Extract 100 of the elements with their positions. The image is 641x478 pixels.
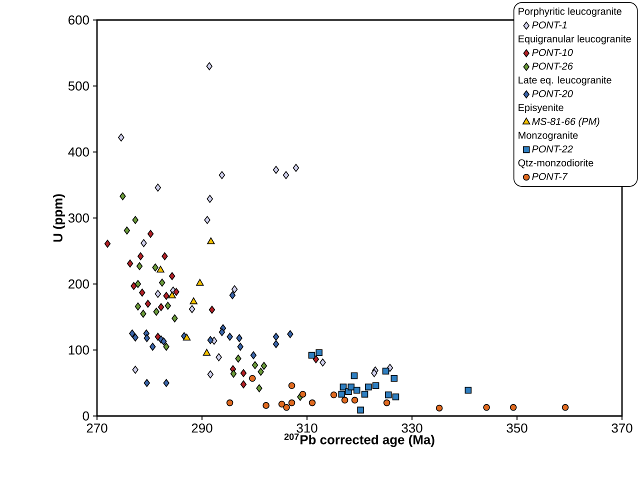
point	[164, 302, 171, 310]
point	[134, 280, 142, 288]
point	[190, 297, 198, 304]
point	[152, 264, 158, 272]
point	[237, 342, 244, 351]
point	[390, 374, 398, 382]
point	[361, 390, 368, 398]
point	[272, 340, 280, 348]
y-tick-label: 500	[68, 81, 89, 91]
point	[130, 282, 137, 290]
point	[562, 404, 569, 411]
point	[382, 368, 390, 375]
point	[132, 366, 138, 374]
point	[299, 390, 306, 398]
point	[436, 404, 443, 412]
point	[137, 252, 144, 260]
point	[292, 164, 300, 172]
y-tick-label: 100	[68, 345, 89, 355]
point	[262, 402, 270, 409]
point	[282, 171, 290, 180]
point	[168, 291, 176, 298]
x-tick-label: 370	[612, 424, 632, 433]
point	[250, 351, 257, 360]
point	[348, 384, 354, 390]
point	[278, 400, 286, 408]
point	[134, 302, 142, 310]
point	[206, 62, 212, 70]
point	[338, 390, 346, 398]
point	[144, 334, 150, 342]
point	[236, 334, 242, 342]
annotation: Qtz-monzodiorite	[518, 159, 594, 168]
point	[258, 368, 264, 376]
point	[160, 337, 167, 346]
x-tick-label: 270	[86, 424, 108, 433]
legend-label: PONT-1	[532, 21, 567, 29]
point	[118, 133, 124, 142]
point	[104, 240, 111, 248]
y-tick-label: 600	[68, 15, 89, 25]
point	[272, 332, 280, 341]
x-tick-label: 310	[296, 424, 318, 433]
point	[139, 288, 146, 297]
point	[240, 380, 247, 388]
point	[126, 260, 134, 268]
point	[207, 370, 214, 378]
point	[218, 328, 226, 336]
legend-label: PONT-10	[532, 48, 573, 56]
y-tick-label: 300	[68, 213, 89, 223]
point	[357, 406, 364, 414]
point	[312, 355, 320, 364]
point	[235, 354, 242, 363]
point	[182, 334, 191, 341]
point	[173, 288, 180, 296]
point	[163, 292, 170, 300]
point	[464, 386, 472, 394]
y-tick-label: 0	[82, 411, 89, 421]
point	[154, 184, 161, 192]
point	[144, 379, 150, 387]
point	[156, 266, 164, 273]
point	[249, 374, 256, 382]
point	[353, 386, 360, 394]
point	[229, 291, 236, 300]
legend-label: PONT-26	[532, 62, 573, 70]
point	[129, 330, 136, 338]
point	[196, 278, 204, 286]
point	[365, 384, 372, 390]
annotation: Episyenite	[518, 104, 564, 114]
point	[206, 194, 213, 203]
x-axis-title: $^{207}$Pb corrected age (Ma)	[284, 434, 434, 447]
point	[330, 391, 338, 398]
point	[231, 285, 238, 294]
legend-label: PONT-7	[532, 172, 568, 180]
point	[384, 391, 392, 398]
y-tick-label: 200	[68, 279, 89, 289]
point	[124, 226, 130, 235]
point	[162, 252, 168, 260]
point	[510, 404, 517, 411]
point	[350, 372, 358, 380]
point	[226, 332, 233, 341]
point	[320, 358, 326, 367]
point	[288, 382, 296, 390]
point	[383, 399, 390, 406]
legend-label: PONT-20	[532, 90, 573, 98]
point	[252, 361, 258, 370]
point	[150, 342, 156, 351]
point	[483, 404, 490, 411]
point	[132, 216, 138, 224]
point	[202, 348, 211, 356]
point	[288, 399, 296, 406]
point	[260, 362, 268, 370]
point	[283, 404, 290, 411]
point	[208, 306, 216, 314]
point	[204, 216, 210, 224]
point	[240, 369, 247, 378]
point	[316, 349, 322, 356]
point	[341, 396, 348, 404]
x-tick-label: 350	[506, 424, 528, 433]
point	[154, 290, 161, 298]
y-tick-label: 400	[68, 147, 89, 157]
point	[163, 342, 170, 351]
point	[372, 382, 380, 390]
